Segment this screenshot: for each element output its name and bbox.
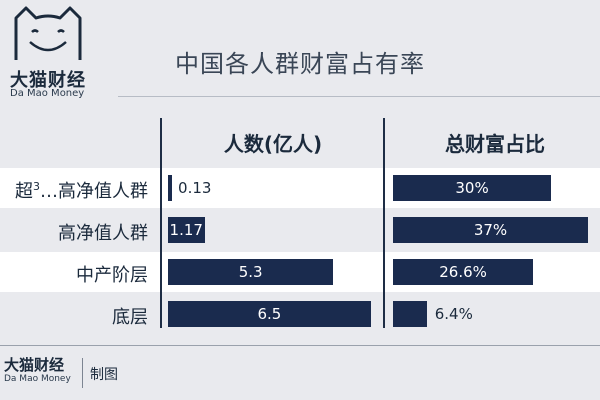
population-bar — [168, 301, 371, 327]
row-label: 高净值人群 — [58, 223, 148, 244]
population-value-label: 6.5 — [257, 305, 282, 323]
footer-brand-en: Da Mao Money — [4, 374, 71, 384]
population-bar — [168, 259, 334, 285]
column-divider-left — [160, 118, 162, 328]
footer-credit: 制图 — [90, 367, 118, 383]
population-value-label: 0.13 — [178, 179, 212, 197]
footer-divider — [0, 345, 600, 346]
column-header-population: 人数(亿人) — [223, 132, 323, 156]
wealth-share-bar — [393, 301, 427, 327]
footer-separator — [82, 358, 83, 388]
wealth-share-value-label: 30% — [455, 179, 489, 197]
column-header-wealth-share: 总财富占比 — [445, 132, 545, 156]
row-label: 中产阶层 — [76, 265, 148, 286]
footer-brand-cn: 大猫财经 — [4, 356, 65, 374]
population-value-label: 5.3 — [238, 263, 263, 281]
wealth-share-bar — [393, 217, 588, 243]
population-bar — [168, 175, 173, 201]
wealth-share-value-label: 26.6% — [439, 263, 487, 281]
brand-name-en: Da Mao Money — [10, 88, 85, 99]
brand-logo: 大猫财经 Da Mao Money — [4, 4, 104, 100]
brand-name-cn: 大猫财经 — [10, 70, 86, 91]
title-divider — [118, 96, 600, 97]
column-divider-right — [383, 118, 385, 328]
row-label: 超3…高净值人群 — [15, 180, 148, 202]
population-bar — [168, 217, 205, 243]
wealth-share-value-label: 37% — [473, 221, 508, 239]
row-label: 底层 — [112, 307, 148, 328]
wealth-share-value-label: 6.4% — [434, 305, 473, 323]
chart-title: 中国各人群财富占有率 — [175, 50, 425, 78]
cat-logo-icon — [14, 6, 82, 60]
wealth-share-bar — [393, 175, 552, 201]
wealth-share-bar — [393, 259, 534, 285]
population-value-label: 1.17 — [169, 221, 203, 239]
